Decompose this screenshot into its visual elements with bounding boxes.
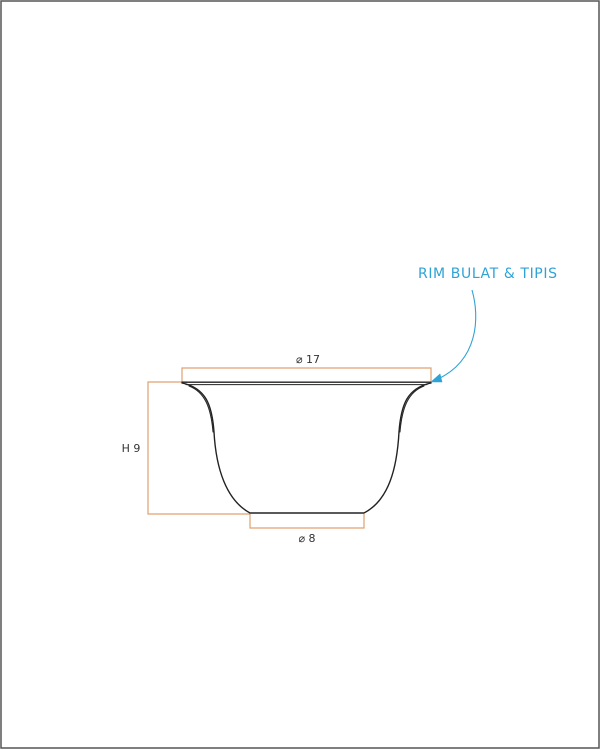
rim-callout-label: RIM BULAT & TIPIS bbox=[418, 266, 558, 282]
base-diameter-dimension-line bbox=[249, 514, 365, 529]
height-label: H 9 bbox=[122, 442, 141, 455]
top-diameter-dimension-line bbox=[181, 367, 432, 382]
top-diameter-label: ⌀ 17 bbox=[296, 353, 320, 366]
bowl-right-flare-inner bbox=[399, 385, 425, 433]
rim-callout-leader bbox=[437, 289, 477, 380]
rim-callout-arrowhead-icon bbox=[430, 373, 443, 383]
bowl-left-flare-inner bbox=[188, 385, 214, 433]
bowl-outline bbox=[181, 381, 432, 514]
height-dimension-line bbox=[147, 381, 250, 515]
bowl-body bbox=[181, 382, 432, 514]
base-diameter-label: ⌀ 8 bbox=[298, 532, 315, 545]
